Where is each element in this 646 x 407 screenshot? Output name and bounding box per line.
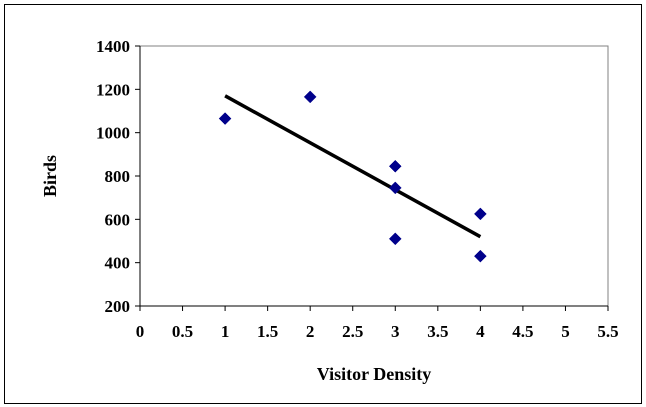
data-point (388, 159, 402, 173)
x-tick-label: 3.5 (427, 322, 448, 341)
x-tick-label: 4 (476, 322, 485, 341)
y-tick-label: 1400 (96, 37, 130, 56)
y-tick-label: 200 (105, 297, 131, 316)
axes (135, 45, 609, 311)
data-point (474, 249, 487, 263)
trendline (224, 94, 482, 239)
y-axis-title: Birds (40, 155, 60, 197)
x-tick-label: 0.5 (172, 322, 193, 341)
y-tick-label: 1000 (96, 124, 130, 143)
x-tick-label: 1 (221, 322, 230, 341)
x-tick-label: 3 (391, 322, 400, 341)
data-point (388, 232, 402, 246)
y-tick-label: 600 (105, 210, 131, 229)
x-tick-label: 5 (561, 322, 570, 341)
data-point (303, 90, 317, 104)
data-point (218, 112, 232, 125)
trendline-layer (224, 94, 482, 239)
tick-labels: 200 400 600 800 1000 1200 1400 0 0.5 1 1.5 2 2.5 3 3.5… (96, 37, 619, 341)
x-tick-label: 0 (136, 322, 145, 341)
x-tick-label: 1.5 (257, 322, 278, 341)
x-tick-label: 2.5 (342, 322, 363, 341)
data-point (474, 207, 487, 221)
y-tick-label: 1200 (96, 80, 130, 99)
x-tick-label: 2 (306, 322, 315, 341)
x-tick-label: 5.5 (597, 322, 618, 341)
data-points (218, 90, 487, 263)
y-tick-label: 800 (105, 167, 131, 186)
x-axis-title: Visitor Density (317, 364, 432, 384)
x-tick-label: 4.5 (512, 322, 533, 341)
data-point (388, 181, 402, 195)
y-tick-label: 400 (105, 254, 131, 273)
